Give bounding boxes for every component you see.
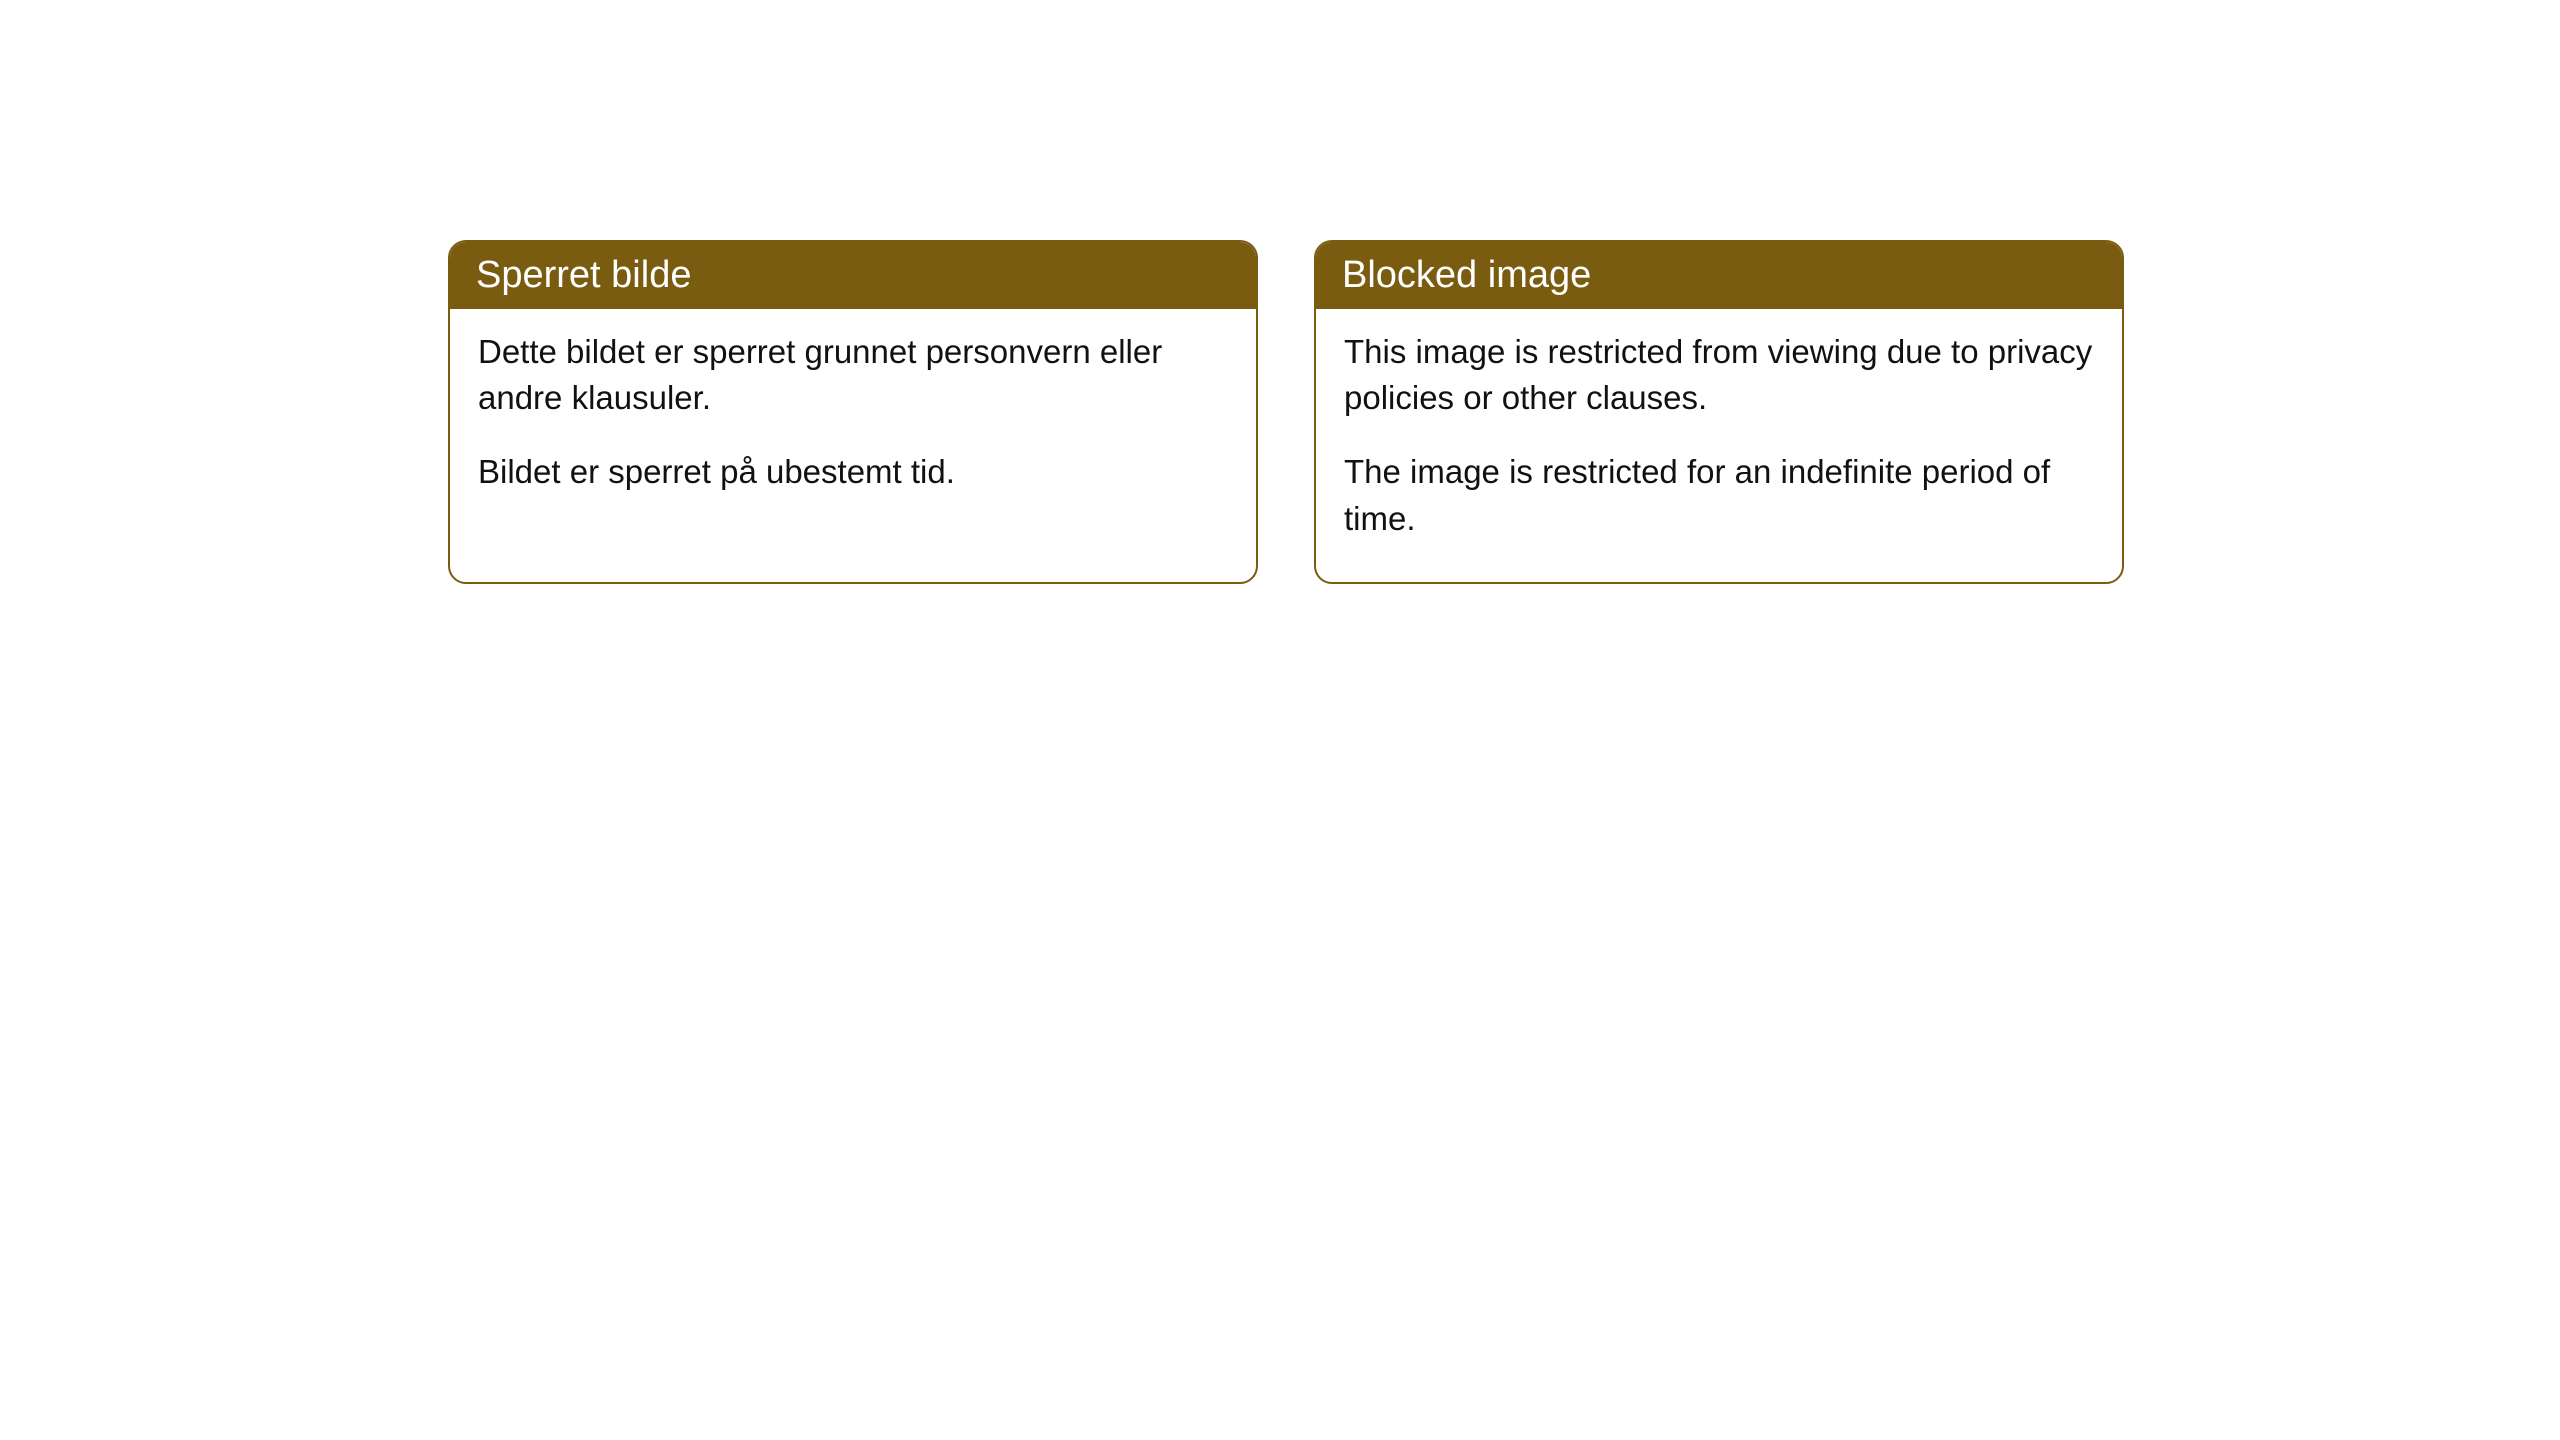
card-header: Blocked image xyxy=(1316,242,2122,309)
card-paragraph: The image is restricted for an indefinit… xyxy=(1344,449,2094,541)
card-paragraph: Bildet er sperret på ubestemt tid. xyxy=(478,449,1228,495)
cards-container: Sperret bilde Dette bildet er sperret gr… xyxy=(0,0,2560,584)
card-header: Sperret bilde xyxy=(450,242,1256,309)
card-body: This image is restricted from viewing du… xyxy=(1316,309,2122,582)
blocked-image-card-en: Blocked image This image is restricted f… xyxy=(1314,240,2124,584)
card-paragraph: This image is restricted from viewing du… xyxy=(1344,329,2094,421)
blocked-image-card-no: Sperret bilde Dette bildet er sperret gr… xyxy=(448,240,1258,584)
card-paragraph: Dette bildet er sperret grunnet personve… xyxy=(478,329,1228,421)
card-body: Dette bildet er sperret grunnet personve… xyxy=(450,309,1256,536)
